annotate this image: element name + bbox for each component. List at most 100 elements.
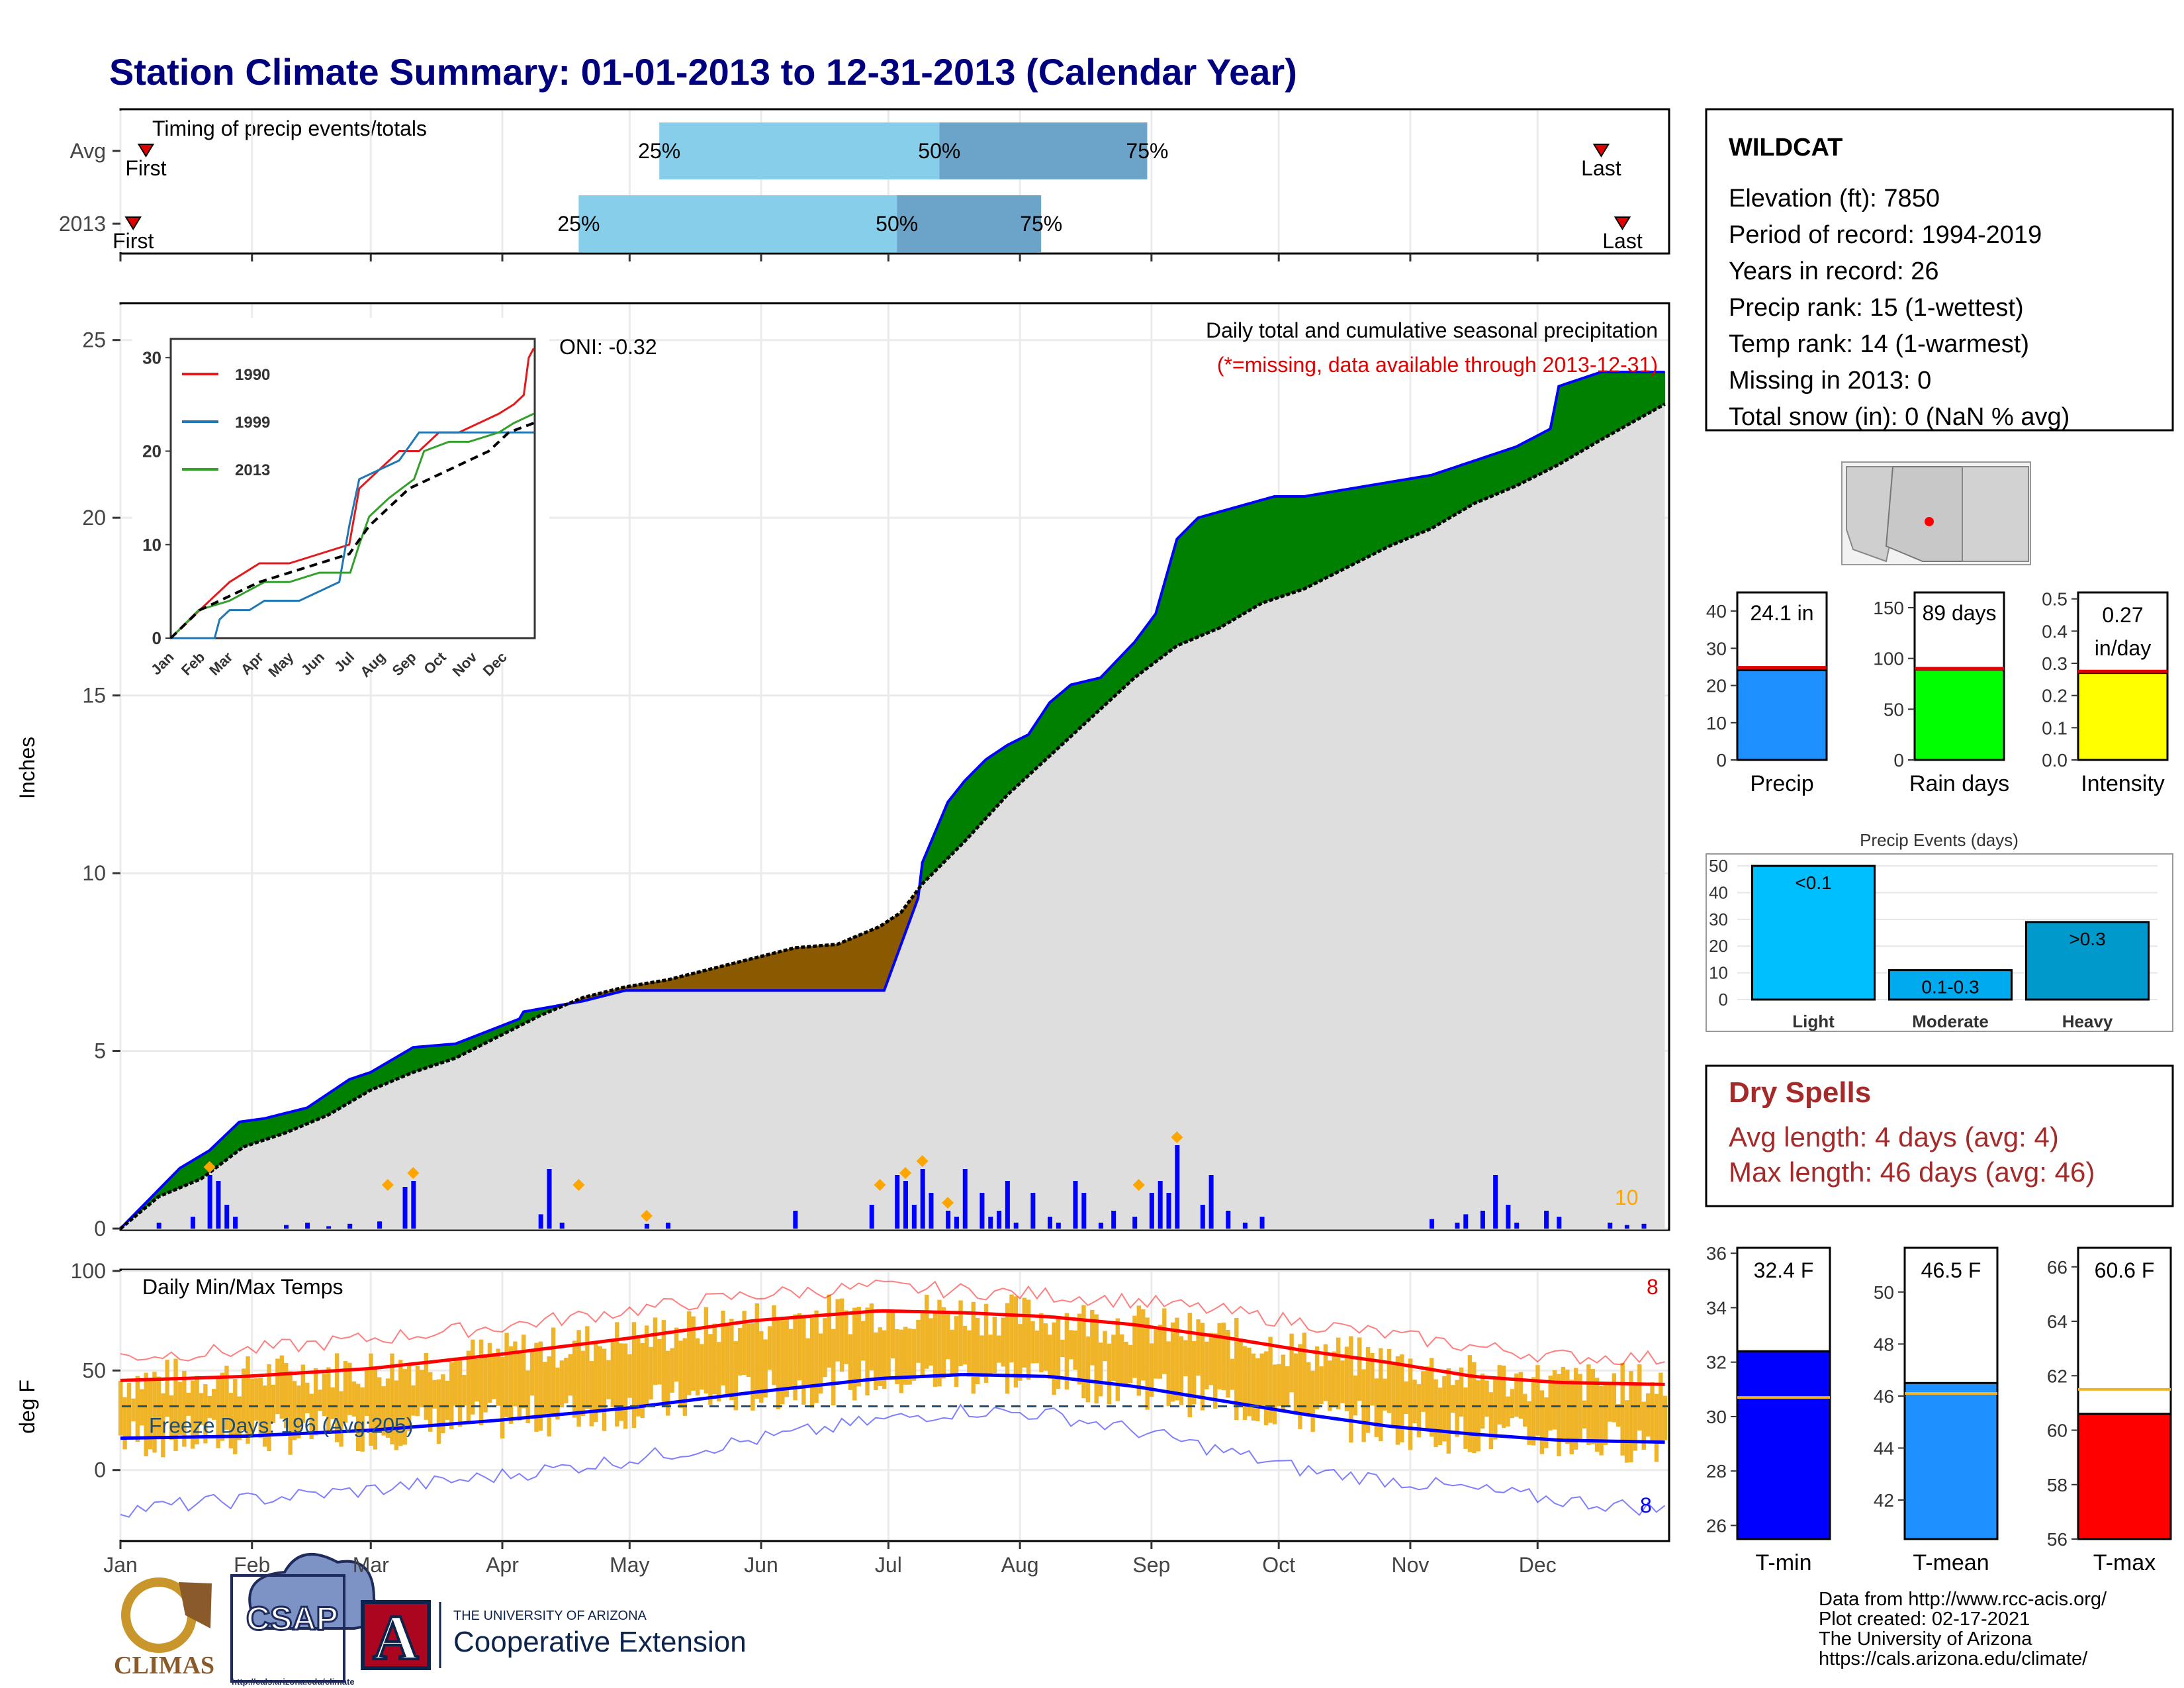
temp-bar-ytick-label: 46	[1874, 1386, 1894, 1407]
events-ytick-label: 30	[1709, 910, 1728, 929]
inset-series-line	[169, 412, 535, 639]
daily-temp-bar	[1645, 1393, 1651, 1437]
daily-temp-bar	[1336, 1337, 1341, 1410]
daily-temp-bar	[827, 1294, 832, 1368]
precip-departure-slice	[1533, 435, 1538, 478]
events-title: Precip Events (days)	[1860, 830, 2019, 850]
daily-temp-bar	[1383, 1378, 1387, 1411]
daily-temp-bar	[169, 1395, 174, 1440]
daily-temp-bar	[135, 1376, 140, 1442]
daily-precip-bar	[305, 1223, 310, 1229]
daily-temp-bar	[1463, 1387, 1468, 1449]
daily-temp-bar	[402, 1369, 407, 1445]
summary-bar	[2077, 672, 2169, 761]
timing-row-label: Avg	[69, 139, 106, 163]
precip-departure-slice	[697, 970, 702, 991]
daily-temp-bar	[1484, 1380, 1489, 1417]
daily-temp-bar	[122, 1397, 127, 1450]
daily-temp-bar	[992, 1317, 997, 1374]
daily-temp-bar	[1005, 1303, 1010, 1394]
daily-temp-bar	[334, 1353, 340, 1442]
daily-temp-bar	[309, 1393, 314, 1440]
temp-ytick-label: 50	[82, 1358, 106, 1382]
daily-temp-bar	[594, 1342, 598, 1423]
precip-departure-slice	[1571, 380, 1576, 458]
daily-precip-bar	[1073, 1181, 1078, 1229]
daily-temp-bar	[1136, 1305, 1142, 1396]
daily-precip-bar	[1641, 1223, 1647, 1229]
daily-temp-bar	[131, 1398, 136, 1422]
daily-temp-bar	[449, 1362, 454, 1430]
daily-temp-bar	[300, 1364, 306, 1423]
timing-p75-label: 75%	[1020, 212, 1062, 236]
summary-ytick-label: 30	[1706, 638, 1727, 659]
temp-bar-ytick-label: 36	[1706, 1243, 1727, 1264]
daily-temp-bar	[1476, 1380, 1480, 1452]
precip-departure-slice	[977, 763, 982, 829]
events-bar	[1751, 865, 1876, 1001]
first-event-label: First	[125, 156, 166, 180]
daily-temp-bar	[1141, 1309, 1146, 1381]
station-location-dot	[1925, 517, 1934, 526]
daily-temp-bar	[538, 1341, 543, 1431]
precip-departure-slice	[1392, 480, 1398, 545]
timing-p25-label: 25%	[557, 212, 600, 236]
temp-bar-ytick-label: 56	[2047, 1529, 2068, 1550]
daily-temp-bar	[1429, 1358, 1434, 1437]
precip-departure-slice	[1316, 493, 1322, 583]
precip-departure-slice	[1278, 496, 1284, 598]
precip-departure-slice	[1439, 470, 1445, 524]
daily-precip-bar	[946, 1211, 951, 1229]
precip-departure-slice	[968, 771, 974, 838]
daily-temp-bar	[1654, 1393, 1659, 1462]
summary-ytick-label: 0.0	[2042, 750, 2068, 771]
daily-record-marker	[916, 1155, 929, 1167]
footer-line: Data from http://www.rcc-acis.org/	[1819, 1589, 2107, 1610]
precip-departure-slice	[807, 946, 813, 991]
daily-temp-bar	[522, 1335, 526, 1409]
precip-departure-slice	[1367, 485, 1373, 558]
daily-temp-bar	[1603, 1383, 1608, 1445]
precip-departure-slice	[1596, 371, 1602, 443]
daily-temp-bar	[1048, 1335, 1052, 1379]
normal-cumulative-area	[120, 404, 1665, 1229]
precip-departure-slice	[820, 945, 825, 991]
daily-precip-bar	[903, 1181, 909, 1229]
daily-temp-bar	[1319, 1366, 1324, 1405]
timing-bar-25-50	[578, 195, 897, 252]
daily-temp-bar	[636, 1335, 641, 1417]
daily-temp-bar	[890, 1309, 895, 1359]
daily-temp-bar	[729, 1319, 734, 1401]
daily-temp-bar	[360, 1387, 365, 1452]
temp-bar-ytick-label: 58	[2047, 1475, 2068, 1495]
station-info-line: Temp rank: 14 (1-warmest)	[1729, 330, 2029, 358]
precip-departure-slice	[426, 1045, 431, 1069]
daily-temp-bar	[818, 1333, 823, 1394]
daily-temp-bar	[704, 1307, 709, 1394]
precip-departure-slice	[1304, 495, 1309, 590]
daily-temp-bar	[165, 1360, 169, 1417]
precip-departure-slice	[357, 1074, 363, 1098]
daily-temp-bar	[1196, 1319, 1201, 1376]
summary-value-label: 0.27	[2102, 603, 2143, 627]
temp-bar-ytick-label: 30	[1706, 1407, 1727, 1427]
daily-temp-bar	[754, 1303, 760, 1399]
precip-departure-slice	[1274, 496, 1279, 600]
summary-bar	[1736, 669, 1828, 761]
inset-ytick-label: 10	[142, 535, 161, 555]
daily-precip-bar	[911, 1205, 917, 1229]
daily-temp-bar	[716, 1342, 721, 1402]
precip-departure-slice	[1338, 489, 1343, 573]
daily-temp-bar	[1128, 1344, 1133, 1383]
freeze-days-label: Freeze Days: 196 (Avg:205)	[149, 1414, 414, 1438]
precip-departure-slice	[1257, 499, 1263, 606]
daily-temp-bar	[1425, 1366, 1430, 1429]
daily-temp-bar	[424, 1352, 428, 1420]
temp-bar-ytick-label: 26	[1706, 1515, 1727, 1536]
daily-temp-bar	[602, 1348, 607, 1431]
summary-value-label: 89 days	[1922, 601, 1996, 625]
precip-departure-slice	[1181, 530, 1186, 645]
daily-temp-bar	[644, 1325, 649, 1407]
temp-bar-label: T-min	[1756, 1550, 1812, 1575]
daily-temp-bar	[1200, 1323, 1205, 1411]
